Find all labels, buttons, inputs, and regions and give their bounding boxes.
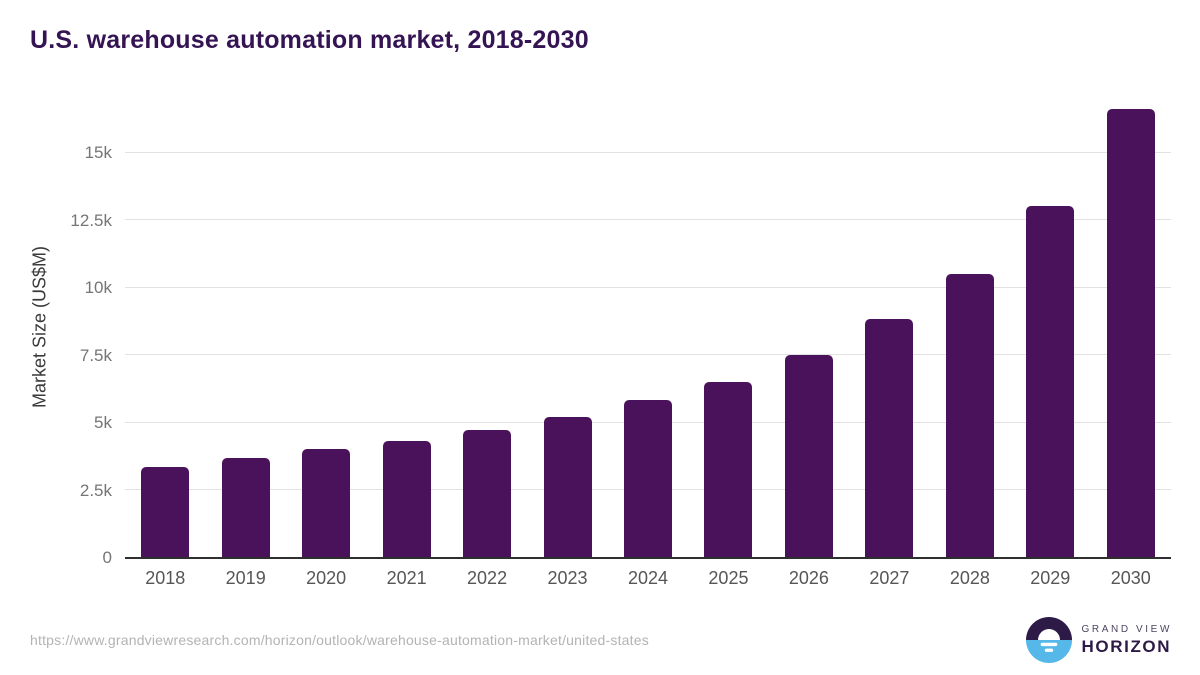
bar-2025	[704, 381, 753, 557]
y-tick-label: 10k	[84, 278, 112, 297]
plot-area	[125, 95, 1171, 559]
x-tick-label: 2020	[306, 568, 347, 588]
y-tick-label: 0	[102, 548, 112, 567]
x-tick-label: 2025	[708, 568, 749, 588]
bar-2021	[382, 440, 431, 557]
x-tick-label: 2021	[386, 568, 427, 588]
y-tick-label: 5k	[94, 413, 112, 432]
bar-2027	[865, 319, 914, 557]
x-tick-label: 2028	[949, 568, 990, 588]
horizon-sun-icon	[1025, 617, 1072, 663]
bar-2030	[1106, 108, 1155, 557]
gridline	[125, 286, 1171, 288]
y-tick-labels: 0 2.5k 5k 7.5k 10k 12.5k 15k	[0, 95, 112, 567]
x-tick-label: 2024	[627, 568, 669, 588]
gridline	[125, 219, 1171, 220]
logo-sky-half	[1025, 617, 1072, 640]
bar-2022	[463, 430, 512, 557]
bar-2024	[624, 400, 672, 557]
y-tick-label: 15k	[84, 143, 112, 162]
x-tick-labels: 2018 2019 2020 2021 2022 2023 2024 2025 2026 2027…	[125, 568, 1171, 594]
logo-text: GRAND VIEW HORIZON	[1082, 624, 1172, 657]
bar-2029	[1026, 206, 1075, 557]
y-tick-label: 2.5k	[79, 480, 112, 500]
gridline	[125, 354, 1171, 355]
bar-2018	[141, 466, 190, 557]
x-tick-label: 2022	[467, 568, 508, 588]
x-tick-label: 2018	[145, 568, 186, 588]
source-url: https://www.grandviewresearch.com/horizo…	[30, 632, 649, 648]
x-tick-label: 2026	[788, 568, 829, 588]
brand-logo: GRAND VIEW HORIZON	[1025, 617, 1172, 663]
bar-2026	[784, 354, 833, 557]
gridline	[125, 151, 1171, 153]
logo-line1: GRAND VIEW	[1081, 623, 1172, 635]
bar-2020	[302, 449, 351, 557]
y-tick-label: 7.5k	[79, 345, 112, 365]
logo-sun-dome	[1037, 629, 1060, 640]
logo-reflection-line-2	[1044, 648, 1053, 652]
x-tick-label: 2029	[1030, 568, 1071, 588]
logo-line2: HORIZON	[1081, 636, 1172, 656]
x-tick-label: 2030	[1110, 568, 1151, 588]
chart-title: U.S. warehouse automation market, 2018-2…	[30, 26, 589, 54]
bar-2023	[543, 416, 592, 557]
x-tick-label: 2019	[225, 568, 266, 588]
bar-2028	[945, 273, 994, 557]
x-tick-label: 2027	[869, 568, 910, 588]
logo-reflection-line-1	[1040, 642, 1057, 647]
x-tick-label: 2023	[547, 568, 588, 588]
bar-2019	[221, 458, 270, 557]
y-tick-label: 12.5k	[70, 210, 112, 230]
